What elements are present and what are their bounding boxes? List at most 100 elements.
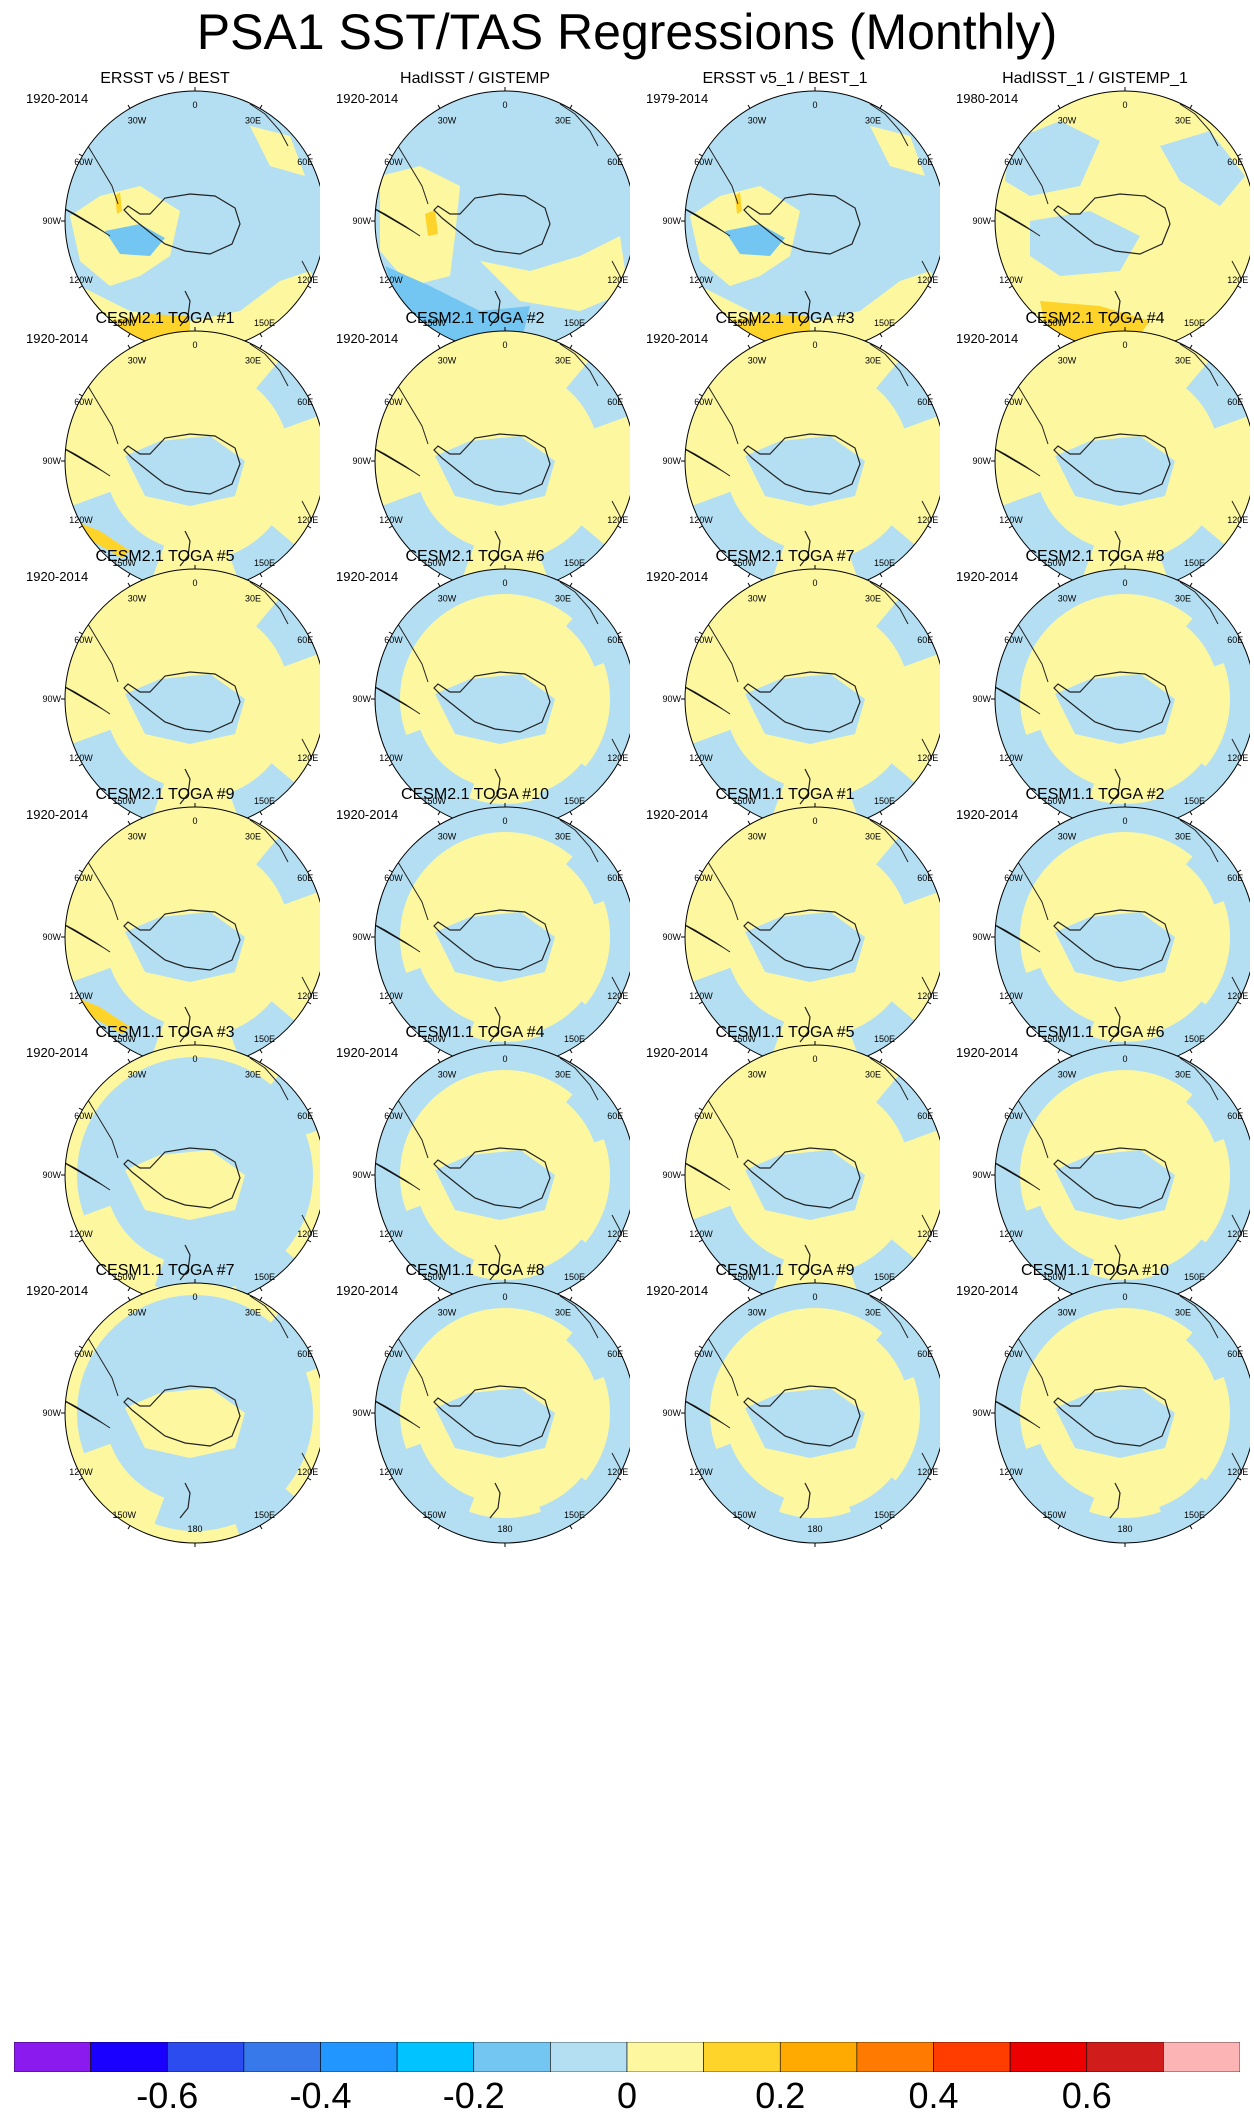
map-tick-label: 30E xyxy=(555,832,571,842)
new-zealand-outline xyxy=(489,530,501,567)
panel-title: CESM1.1 TOGA #5 xyxy=(715,1024,855,1041)
regression-field xyxy=(375,331,630,591)
panel-period: 1920-2014 xyxy=(336,331,399,346)
map-tick-label: 120W xyxy=(689,275,713,285)
map-tick-mark xyxy=(259,1049,263,1054)
map-tick-label: 150E xyxy=(1184,1272,1205,1282)
sector-region xyxy=(1186,1313,1248,1381)
map-tick-label: 60E xyxy=(297,397,313,407)
map-tick-mark xyxy=(127,820,131,825)
map-tick-label: 90W xyxy=(42,1170,61,1180)
map-tick-label: 150W xyxy=(422,796,446,806)
map-tick-label: 120W xyxy=(379,1467,403,1477)
colorbar-tick-label: -0.4 xyxy=(289,2075,352,2116)
sector-region xyxy=(566,361,628,429)
colorbar-tick-label: -0.6 xyxy=(136,2075,199,2116)
map-tick-mark xyxy=(127,573,131,578)
map-tick-label: 120W xyxy=(69,1229,93,1239)
panel-title: CESM1.1 TOGA #2 xyxy=(1025,786,1165,803)
map-tick-label: 120E xyxy=(1227,1229,1248,1239)
map-tick-label: 150E xyxy=(564,1272,585,1282)
map-tick-label: 60E xyxy=(297,635,313,645)
antarctica-outline xyxy=(1053,193,1171,255)
map-tick-label: 30W xyxy=(438,832,457,842)
map-tick-mark xyxy=(78,631,83,635)
coastline xyxy=(704,380,739,445)
map-tick-mark xyxy=(437,1049,441,1054)
map-tick-label: 60E xyxy=(607,157,623,167)
map-panel: CESM2.1 TOGA #9030E60E90E120E150E180150W… xyxy=(10,786,320,1108)
map-panel: ERSST v5 / BEST030E60E90E120E150E180150W… xyxy=(10,70,320,392)
map-tick-mark xyxy=(78,1345,83,1349)
map-tick-mark xyxy=(1189,333,1193,338)
south-america-outline xyxy=(375,440,421,477)
map-tick-label: 0 xyxy=(502,816,507,826)
map-tick-label: 60W xyxy=(384,397,403,407)
sector-region xyxy=(539,763,605,822)
map-tick-label: 30E xyxy=(245,116,261,126)
map-tick-mark xyxy=(437,573,441,578)
panel-title: CESM1.1 TOGA #4 xyxy=(405,1024,545,1041)
coastline xyxy=(84,380,119,445)
inner-region xyxy=(1055,1388,1175,1458)
map-tick-label: 120W xyxy=(69,275,93,285)
panel-period: 1920-2014 xyxy=(956,1283,1019,1298)
map-tick-mark xyxy=(437,333,441,338)
map-tick-label: 60E xyxy=(297,157,313,167)
map-tick-label: 120E xyxy=(1227,753,1248,763)
new-zealand-outline xyxy=(1109,768,1121,805)
map-tick-mark xyxy=(617,631,622,635)
map-tick-label: 30W xyxy=(438,1308,457,1318)
map-panel: CESM1.1 TOGA #5030E60E90E120E150E180150W… xyxy=(630,1024,940,1346)
map-tick-label: 90W xyxy=(972,216,991,226)
map-tick-label: 90W xyxy=(352,694,371,704)
new-zealand-outline xyxy=(489,1006,501,1043)
map-tick-label: 0 xyxy=(812,100,817,110)
coastline xyxy=(84,140,119,205)
map-tick-label: 90W xyxy=(42,694,61,704)
map-tick-mark xyxy=(437,820,441,825)
map-tick-mark xyxy=(307,631,312,635)
map-tick-label: 60W xyxy=(1004,873,1023,883)
colorbar-tick-label: 0.4 xyxy=(908,2075,959,2116)
sector-region xyxy=(72,1443,165,1536)
map-tick-mark xyxy=(879,1058,883,1063)
map-tick-label: 0 xyxy=(192,578,197,588)
map-tick-mark xyxy=(259,582,263,587)
map-tick-mark xyxy=(879,104,883,109)
south-america-outline xyxy=(995,916,1041,953)
new-zealand-outline xyxy=(489,290,501,327)
map-tick-label: 150W xyxy=(112,1272,136,1282)
map-tick-mark xyxy=(259,1058,263,1063)
colorbar-swatch xyxy=(856,2042,934,2072)
sector-region xyxy=(876,599,938,667)
south-america-outline xyxy=(685,200,731,237)
map-tick-mark xyxy=(78,763,83,767)
colorbar-tick-label: 0.6 xyxy=(1061,2075,1112,2116)
coastline xyxy=(1014,1332,1049,1397)
map-panel: CESM1.1 TOGA #4030E60E90E120E150E180150W… xyxy=(320,1024,630,1346)
map-tick-mark xyxy=(259,1287,263,1292)
sector-region xyxy=(849,1239,915,1298)
map-panel: CESM1.1 TOGA #2030E60E90E120E150E180150W… xyxy=(940,786,1250,1108)
map-tick-label: 60W xyxy=(694,873,713,883)
coastline xyxy=(394,140,429,205)
panel-title: CESM2.1 TOGA #1 xyxy=(95,310,235,327)
map-tick-label: 0 xyxy=(502,1292,507,1302)
map-tick-label: 150E xyxy=(874,796,895,806)
cool-region xyxy=(385,266,530,348)
map-tick-mark xyxy=(127,582,131,587)
panel-title: CESM1.1 TOGA #8 xyxy=(405,1262,545,1279)
map-tick-label: 60W xyxy=(74,1111,93,1121)
south-america-outline xyxy=(995,1154,1041,1191)
map-tick-mark xyxy=(1057,333,1061,338)
antarctica-outline xyxy=(123,193,241,255)
map-tick-mark xyxy=(1237,285,1242,289)
panel-period: 1920-2014 xyxy=(336,807,399,822)
map-tick-mark xyxy=(307,1477,312,1481)
map-tick-mark xyxy=(127,333,131,338)
map-tick-mark xyxy=(879,1296,883,1301)
map-tick-label: 60W xyxy=(694,1111,713,1121)
colorbar-swatch xyxy=(166,2042,245,2072)
map-tick-label: 60E xyxy=(297,1111,313,1121)
